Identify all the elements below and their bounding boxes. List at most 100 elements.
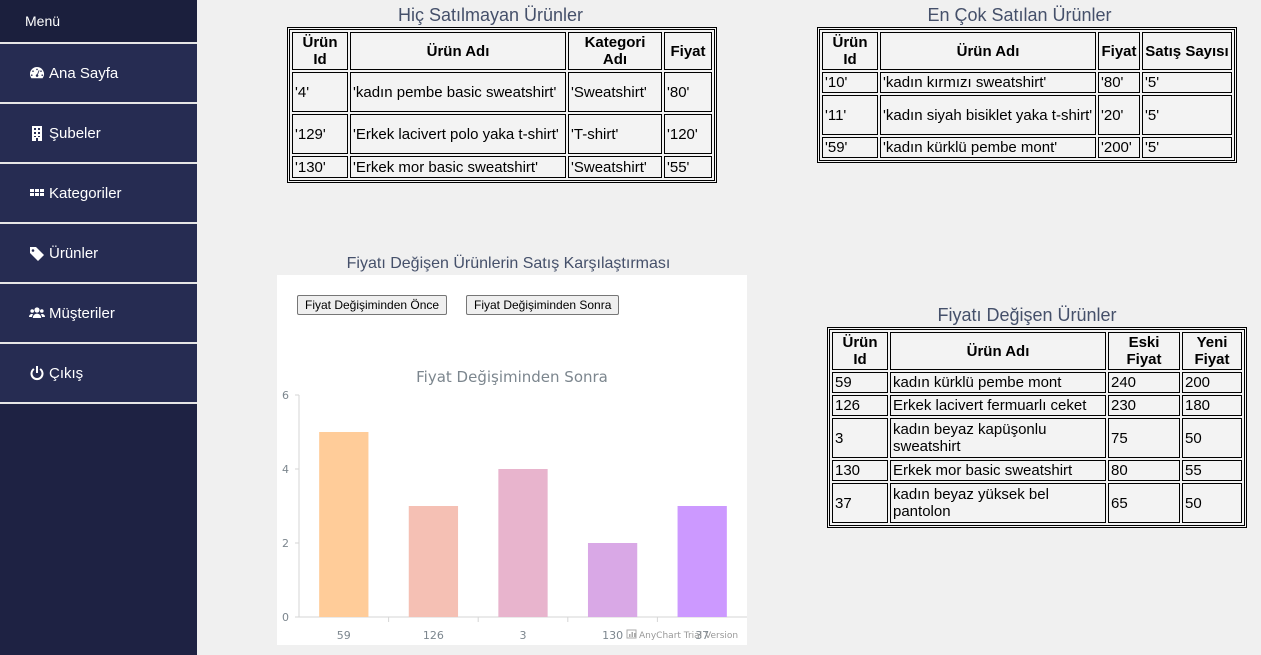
dashboard-icon [28, 65, 46, 81]
cell: 59 [832, 372, 888, 393]
y-tick-label: 4 [282, 463, 289, 476]
cell: kadın beyaz yüksek bel pantolon [890, 483, 1106, 523]
col-header: Fiyat [664, 32, 712, 70]
cell: kadın beyaz kapüşonlu sweatshirt [890, 418, 1106, 458]
bar [319, 432, 369, 617]
cell: '129' [292, 114, 348, 154]
chart-section-title: Fiyatı Değişen Ürünlerin Satış Karşılaşt… [346, 255, 671, 272]
users-icon [28, 305, 46, 321]
cell: 37 [832, 483, 888, 523]
bestsellers-title: En Çok Satılan Ürünler [927, 5, 1112, 25]
cell: 130 [832, 460, 888, 481]
table-row: '11' 'kadın siyah bisiklet yaka t-shirt'… [822, 95, 1232, 135]
col-header: Ürün Adı [880, 32, 1096, 70]
cell: '59' [822, 137, 878, 158]
col-header: Ürün Adı [350, 32, 566, 70]
y-tick-label: 2 [282, 537, 289, 550]
col-header: Fiyat [1098, 32, 1140, 70]
cell: 240 [1108, 372, 1180, 393]
cell: '10' [822, 72, 878, 93]
cell: '5' [1142, 137, 1232, 158]
x-tick-label: 59 [337, 629, 351, 642]
changed-title: Fiyatı Değişen Ürünler [937, 305, 1117, 325]
bar [587, 543, 638, 617]
after-change-button[interactable]: Fiyat Değişiminden Sonra [466, 295, 620, 315]
table-row: 59 kadın kürklü pembe mont 240 200 [832, 372, 1242, 393]
cell: Erkek lacivert fermuarlı ceket [890, 395, 1106, 416]
cell: '4' [292, 72, 348, 112]
cell: 75 [1108, 418, 1180, 458]
col-header: Satış Sayısı [1142, 32, 1232, 70]
cell: 126 [832, 395, 888, 416]
cell: '5' [1142, 72, 1232, 93]
y-tick-label: 6 [282, 389, 289, 402]
cell: 65 [1108, 483, 1180, 523]
col-header: Kategori Adı [568, 32, 662, 70]
bar [408, 506, 459, 617]
sidebar-header: Menü [0, 0, 197, 44]
cell: 'kadın siyah bisiklet yaka t-shirt' [880, 95, 1096, 135]
sidebar-item-label: Çıkış [49, 364, 84, 382]
sidebar-item-subeler[interactable]: Şubeler [0, 104, 197, 164]
col-header: Ürün Adı [890, 332, 1106, 370]
changed-table: Ürün Id Ürün Adı Eski Fiyat Yeni Fiyat 5… [827, 327, 1247, 528]
bestsellers-table: Ürün Id Ürün Adı Fiyat Satış Sayısı '10'… [817, 27, 1237, 163]
chart-credit: AnyChart Trial Version [639, 631, 738, 641]
cell: 'Sweatshirt' [568, 72, 662, 112]
cell: 'Erkek mor basic sweatshirt' [350, 156, 566, 178]
cell: 55 [1182, 460, 1242, 481]
x-tick-label: 126 [423, 629, 444, 642]
table-row: '59' 'kadın kürklü pembe mont' '200' '5' [822, 137, 1232, 158]
cell: '130' [292, 156, 348, 178]
sidebar-item-musteriler[interactable]: Müşteriler [0, 284, 197, 344]
power-icon [28, 365, 46, 381]
cell: 50 [1182, 418, 1242, 458]
col-header: Eski Fiyat [1108, 332, 1180, 370]
table-row: 126 Erkek lacivert fermuarlı ceket 230 1… [832, 395, 1242, 416]
col-header: Ürün Id [832, 332, 888, 370]
col-header: Ürün Id [292, 32, 348, 70]
cell: '120' [664, 114, 712, 154]
grid-icon [28, 185, 46, 201]
sidebar-item-kategoriler[interactable]: Kategoriler [0, 164, 197, 224]
table-row: '130' 'Erkek mor basic sweatshirt' 'Swea… [292, 156, 712, 178]
y-tick-label: 0 [282, 611, 289, 624]
table-row: '10' 'kadın kırmızı sweatshirt' '80' '5' [822, 72, 1232, 93]
cell: 'kadın kürklü pembe mont' [880, 137, 1096, 158]
x-tick-label: 37 [695, 629, 709, 642]
sidebar: Menü Ana Sayfa Şubeler Kategoriler Ürünl… [0, 0, 197, 655]
cell: 3 [832, 418, 888, 458]
bar [498, 469, 548, 617]
sidebar-item-ana-sayfa[interactable]: Ana Sayfa [0, 44, 197, 104]
cell: '20' [1098, 95, 1140, 135]
sidebar-item-label: Ürünler [49, 244, 99, 262]
cell: '200' [1098, 137, 1140, 158]
cell: '80' [1098, 72, 1140, 93]
cell: 'kadın pembe basic sweatshirt' [350, 72, 566, 112]
cell: Erkek mor basic sweatshirt [890, 460, 1106, 481]
cell: '80' [664, 72, 712, 112]
bar [677, 506, 727, 617]
sidebar-item-label: Şubeler [49, 124, 101, 142]
tags-icon [28, 245, 46, 261]
building-icon [28, 125, 46, 141]
cell: 'Sweatshirt' [568, 156, 662, 178]
chart-container: Fiyat Değişiminden Önce Fiyat Değişimind… [277, 275, 747, 645]
anychart-logo-icon [626, 629, 637, 639]
cell: 'Erkek lacivert polo yaka t-shirt' [350, 114, 566, 154]
cell: '5' [1142, 95, 1232, 135]
sidebar-item-urunler[interactable]: Ürünler [0, 224, 197, 284]
before-change-button[interactable]: Fiyat Değişiminden Önce [297, 295, 448, 315]
unsold-table: Ürün Id Ürün Adı Kategori Adı Fiyat '4' … [287, 27, 717, 183]
x-tick-label: 3 [520, 629, 527, 642]
cell: 200 [1182, 372, 1242, 393]
col-header: Ürün Id [822, 32, 878, 70]
sidebar-item-label: Ana Sayfa [49, 64, 119, 82]
cell: '11' [822, 95, 878, 135]
sidebar-item-cikis[interactable]: Çıkış [0, 344, 197, 404]
cell: 180 [1182, 395, 1242, 416]
cell: 80 [1108, 460, 1180, 481]
x-tick-label: 130 [602, 629, 623, 642]
cell: '55' [664, 156, 712, 178]
col-header: Yeni Fiyat [1182, 332, 1242, 370]
